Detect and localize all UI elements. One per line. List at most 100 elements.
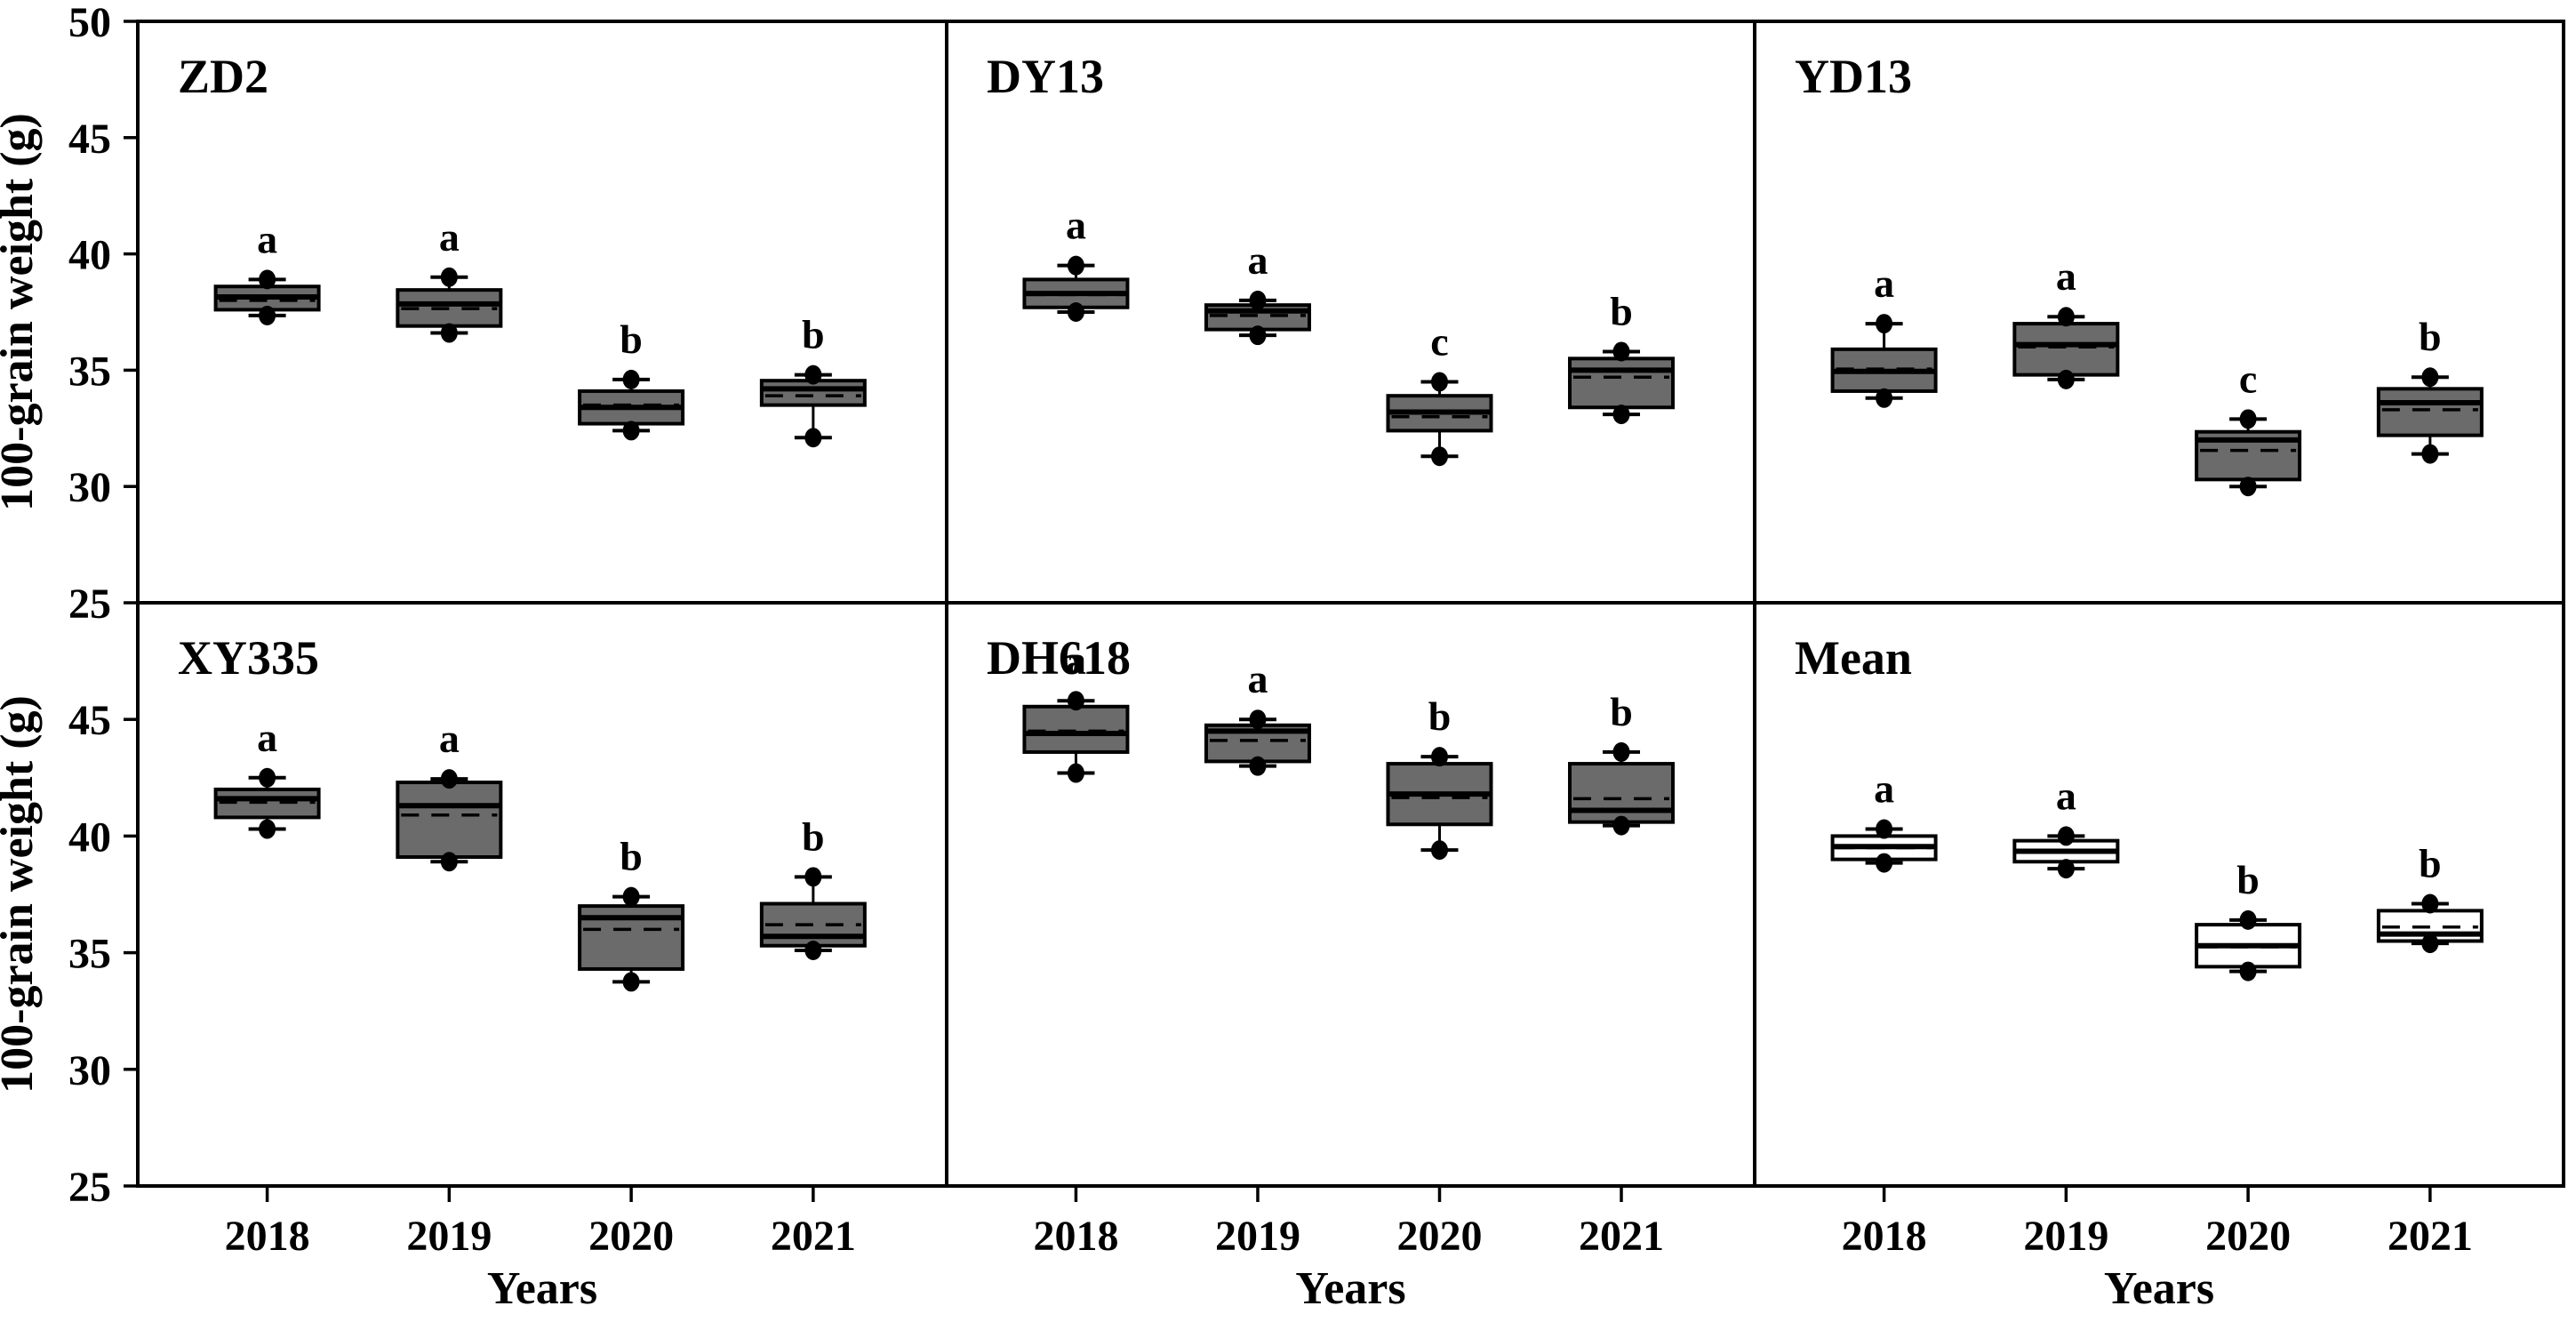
iqr-box xyxy=(396,781,503,860)
x-tick-label: 2021 xyxy=(1579,1213,1664,1260)
panel-title: Mean xyxy=(1795,631,1912,685)
lower-outlier-dot xyxy=(1612,815,1630,836)
upper-outlier-dot xyxy=(1612,741,1630,762)
significance-letter: a xyxy=(257,216,277,261)
upper-outlier-dot xyxy=(440,267,458,287)
box-Mean-2019: a xyxy=(2012,773,2120,879)
significance-letter: b xyxy=(620,834,643,879)
significance-letter: a xyxy=(2056,253,2076,299)
x-tick-label: 2019 xyxy=(406,1213,492,1260)
upper-outlier-dot xyxy=(2239,909,2257,930)
upper-outlier-dot xyxy=(1430,747,1448,767)
panel-DY13: DY13 a a c b xyxy=(945,20,1756,605)
upper-outlier-dot xyxy=(1067,255,1084,276)
upper-outlier-dot xyxy=(2421,367,2439,388)
x-axis-label: Years xyxy=(2104,1263,2214,1314)
panel-title: YD13 xyxy=(1795,50,1912,103)
y-tick-label: 45 xyxy=(68,697,111,744)
significance-letter: a xyxy=(257,715,277,760)
box-ZD2-2018: a xyxy=(213,216,321,325)
panel-title: XY335 xyxy=(178,631,319,685)
upper-outlier-dot xyxy=(259,269,276,290)
y-tick-label: 40 xyxy=(68,232,111,279)
x-axis-label: Years xyxy=(487,1263,597,1314)
significance-letter: a xyxy=(439,716,460,761)
significance-letter: b xyxy=(1610,288,1633,333)
y-tick-label: 35 xyxy=(68,348,111,395)
lower-outlier-dot xyxy=(804,428,822,448)
upper-outlier-dot xyxy=(1876,819,1893,839)
upper-outlier-dot xyxy=(2421,893,2439,914)
upper-outlier-dot xyxy=(622,369,640,389)
iqr-box xyxy=(1568,762,1676,824)
panel-Mean: 2018 2019 2020 2021 Years Mean a a b b xyxy=(1753,601,2565,1314)
lower-outlier-dot xyxy=(440,852,458,872)
box-Mean-2021: b xyxy=(2376,840,2484,954)
upper-outlier-dot xyxy=(2057,826,2075,846)
upper-outlier-dot xyxy=(804,365,822,385)
significance-letter: c xyxy=(2239,356,2257,401)
box-DH618-2018: a xyxy=(1022,637,1130,783)
panel-ZD2: 50 45 40 35 30 25 100-grain weight (g) ZD2 a a b b xyxy=(0,0,948,628)
significance-letter: a xyxy=(1247,656,1268,701)
upper-outlier-dot xyxy=(1067,691,1084,711)
panel-title: ZD2 xyxy=(178,50,268,103)
lower-outlier-dot xyxy=(622,972,640,992)
upper-outlier-dot xyxy=(440,769,458,789)
significance-letter: b xyxy=(802,312,825,357)
x-tick-label: 2019 xyxy=(2023,1213,2108,1260)
y-tick-label: 25 xyxy=(68,581,111,628)
lower-outlier-dot xyxy=(2239,961,2257,981)
significance-letter: a xyxy=(439,214,460,260)
upper-outlier-dot xyxy=(804,867,822,887)
y-tick-label: 35 xyxy=(68,931,111,978)
significance-letter: b xyxy=(1428,693,1452,739)
x-tick-label: 2018 xyxy=(1842,1213,1927,1260)
lower-outlier-dot xyxy=(1067,302,1084,322)
upper-outlier-dot xyxy=(622,886,640,907)
lower-outlier-dot xyxy=(2057,859,2075,879)
significance-letter: b xyxy=(802,813,825,859)
lower-outlier-dot xyxy=(1430,840,1448,861)
significance-letter: c xyxy=(1430,318,1448,364)
lower-outlier-dot xyxy=(622,421,640,441)
box-Mean-2020: b xyxy=(2195,857,2302,981)
lower-outlier-dot xyxy=(2057,369,2075,389)
box-ZD2-2019: a xyxy=(396,214,503,343)
lower-outlier-dot xyxy=(259,819,276,839)
box-XY335-2019: a xyxy=(396,716,503,872)
significance-letter: b xyxy=(1610,689,1633,734)
x-tick-label: 2019 xyxy=(1215,1213,1300,1260)
box-XY335-2020: b xyxy=(578,834,685,992)
panel-YD13: YD13 a a c b xyxy=(1753,20,2565,605)
upper-outlier-dot xyxy=(259,767,276,788)
significance-letter: a xyxy=(1066,637,1086,683)
lower-outlier-dot xyxy=(1876,388,1893,408)
significance-letter: a xyxy=(2056,773,2076,818)
significance-letter: b xyxy=(2236,857,2260,902)
significance-letter: a xyxy=(1874,260,1894,306)
y-tick-label: 45 xyxy=(68,116,111,163)
upper-outlier-dot xyxy=(2239,409,2257,429)
iqr-box xyxy=(2012,322,2120,377)
box-DY13-2018: a xyxy=(1022,203,1130,322)
box-DY13-2021: b xyxy=(1568,288,1676,425)
y-tick-label: 40 xyxy=(68,813,111,861)
y-axis-label: 100-grain weight (g) xyxy=(0,695,43,1094)
significance-letter: b xyxy=(2419,840,2442,885)
y-tick-label: 25 xyxy=(68,1164,111,1211)
box-YD13-2019: a xyxy=(2012,253,2120,389)
y-axis-label: 100-grain weight (g) xyxy=(0,113,43,511)
upper-outlier-dot xyxy=(2057,307,2075,327)
y-tick-label: 30 xyxy=(68,1047,111,1094)
lower-outlier-dot xyxy=(1612,405,1630,425)
lower-outlier-dot xyxy=(440,323,458,343)
upper-outlier-dot xyxy=(1612,341,1630,362)
lower-outlier-dot xyxy=(259,305,276,325)
upper-outlier-dot xyxy=(1876,314,1893,334)
x-tick-label: 2020 xyxy=(2205,1213,2291,1260)
box-XY335-2018: a xyxy=(213,715,321,839)
